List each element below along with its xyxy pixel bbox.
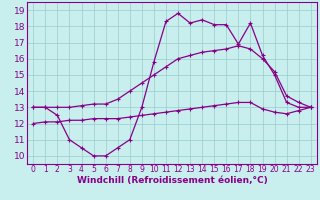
X-axis label: Windchill (Refroidissement éolien,°C): Windchill (Refroidissement éolien,°C) <box>76 176 268 185</box>
